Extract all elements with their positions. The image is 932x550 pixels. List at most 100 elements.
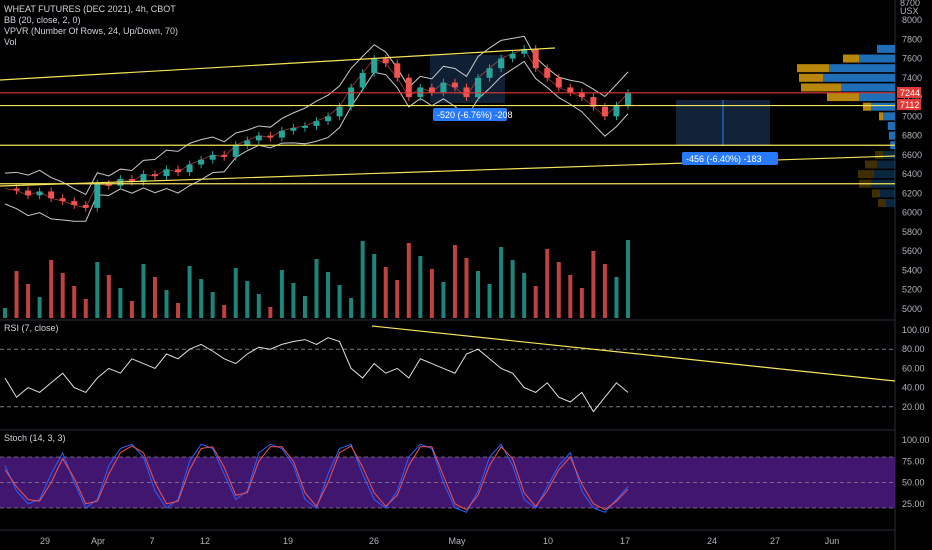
vpvr-up-bar [883, 150, 895, 159]
candle-body [278, 130, 285, 138]
measure-boxes [430, 55, 770, 146]
rsi-tick-label: 20.00 [902, 402, 925, 412]
volume-bar [176, 303, 181, 318]
vpvr-down-bar [858, 170, 874, 179]
candle-body [71, 201, 78, 205]
vpvr-down-bar [801, 83, 841, 92]
candle-body [613, 105, 620, 117]
candle-body [209, 154, 216, 160]
stoch-k-line [4, 443, 629, 513]
time-tick-label: 19 [283, 536, 293, 546]
volume-bar [279, 270, 284, 318]
price-tick-label: 6800 [902, 131, 922, 141]
currency-label: USX [900, 6, 919, 16]
candle-body [509, 53, 516, 59]
stoch-title[interactable]: Stoch (14, 3, 3) [4, 433, 66, 443]
candle-body [590, 97, 597, 107]
volume-bar [602, 264, 607, 318]
indicator-vol-label[interactable]: Vol [4, 37, 17, 47]
candle-body [163, 169, 170, 177]
second-price-tag: 7112 [900, 100, 919, 110]
candle-body [578, 92, 585, 98]
volume-bar [487, 284, 492, 318]
candle-body [486, 68, 493, 78]
vpvr-up-bar [874, 170, 895, 179]
candle-body [48, 191, 55, 199]
candle-body [221, 154, 228, 157]
volume-bar [164, 290, 169, 318]
candle-body [140, 174, 147, 182]
price-tick-label: 5800 [902, 227, 922, 237]
candle-body [532, 48, 539, 69]
vpvr-down-bar [879, 112, 883, 121]
vpvr-up-bar [887, 121, 895, 130]
candle-body [451, 82, 458, 88]
volume-bar [256, 294, 261, 318]
rsi-tick-label: 60.00 [902, 363, 925, 373]
indicator-vpvr-label[interactable]: VPVR (Number Of Rows, 24, Up/Down, 70) [4, 26, 179, 36]
stoch-pane [0, 443, 895, 513]
volume-bar [452, 245, 457, 318]
rsi-trendline [371, 325, 896, 382]
vpvr-up-bar [883, 112, 895, 121]
vpvr-up-bar [880, 189, 895, 198]
time-tick-label: 24 [707, 536, 717, 546]
second-price-tag-bg [897, 99, 921, 110]
price-tick-label: 6400 [902, 169, 922, 179]
candle-body [405, 77, 412, 98]
vpvr-up-bar [859, 54, 895, 63]
candle-body [382, 58, 389, 64]
candle-body [336, 106, 343, 117]
rsi-tick-label: 100.00 [902, 325, 930, 335]
candle-body [625, 92, 631, 106]
volume-bar [291, 283, 296, 318]
vpvr-down-bar [797, 64, 829, 73]
volume-bar [556, 262, 561, 318]
candle-body [325, 116, 332, 122]
candle-body [244, 140, 251, 146]
vpvr-up-bar [823, 73, 895, 82]
volume-bar [26, 284, 31, 318]
volume-bar [349, 298, 354, 318]
candle-body [232, 145, 239, 157]
candle-body [313, 121, 320, 126]
volume-bar [568, 275, 573, 318]
volume-bar [152, 277, 157, 318]
candle-body [428, 87, 435, 93]
price-tick-label: 5000 [902, 304, 922, 314]
candle-body [498, 58, 505, 69]
rsi-tick-label: 40.00 [902, 383, 925, 393]
stoch-d-line [4, 445, 629, 511]
candle-body [555, 77, 562, 88]
trendline-upper [0, 47, 556, 81]
indicator-bb-label[interactable]: BB (20, close, 2, 0) [4, 15, 81, 25]
vpvr-down-bar [843, 54, 859, 63]
volume-bar [199, 279, 204, 318]
vpvr-down-bar [875, 150, 883, 159]
stoch-tick-label: 75.00 [902, 456, 925, 466]
volume-bar [579, 288, 584, 318]
candle-body [521, 48, 528, 54]
volume-bar [245, 281, 250, 318]
measure-label-2-bg [682, 152, 778, 165]
volume-bar [141, 264, 146, 318]
candle-body [94, 183, 101, 208]
vpvr-up-bar [889, 131, 895, 140]
volume-bar [49, 260, 54, 318]
time-tick-label: 7 [149, 536, 154, 546]
vpvr-down-bar [799, 73, 823, 82]
bb-upper [4, 35, 629, 196]
chart-title[interactable]: WHEAT FUTURES (DEC 2021), 4h, CBOT [4, 4, 176, 14]
rsi-title[interactable]: RSI (7, close) [4, 323, 59, 333]
volume-bar [233, 268, 238, 318]
rsi-tick-label: 80.00 [902, 344, 925, 354]
price-tick-label: 5600 [902, 246, 922, 256]
price-tick-label: 6600 [902, 150, 922, 160]
candle-body [105, 183, 112, 186]
vpvr-down-bar [827, 93, 859, 102]
time-tick-label: 10 [543, 536, 553, 546]
candle-body [13, 188, 20, 191]
volume-bar [106, 275, 111, 318]
volume-bar [118, 288, 123, 318]
